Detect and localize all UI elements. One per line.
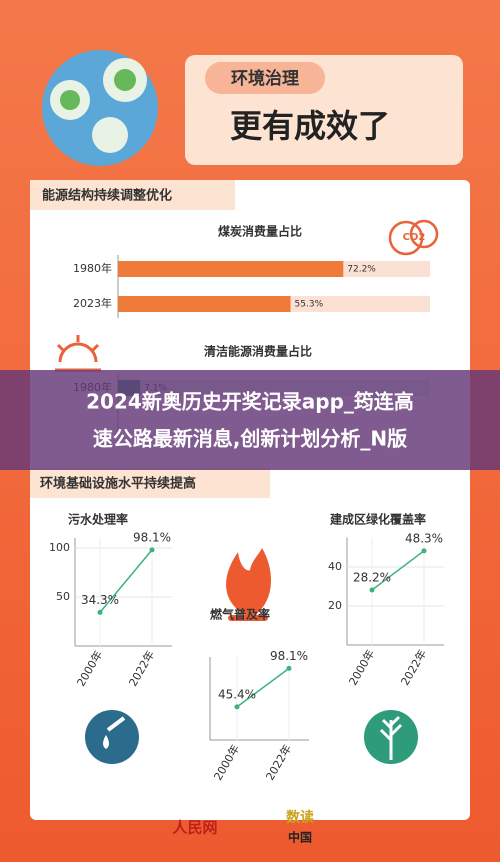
- value-label: 98.1%: [270, 649, 308, 663]
- point: [234, 704, 240, 710]
- value-label: 45.4%: [218, 687, 256, 701]
- line: [99, 549, 153, 613]
- logo-left: 人民网: [172, 819, 217, 837]
- y-tick-label: 20: [328, 599, 342, 612]
- tree-icon: [364, 710, 418, 764]
- card: [30, 180, 470, 820]
- chart-title: 煤炭消费量占比: [218, 224, 302, 239]
- category-label: 2023年: [73, 296, 112, 310]
- value-label: 55.3%: [295, 300, 324, 310]
- category-label: 1980年: [73, 261, 112, 275]
- overlay-text: 2024新奥历史开奖记录app_筠连高: [86, 390, 414, 414]
- kicker: 环境治理: [231, 68, 299, 89]
- value-label: 72.2%: [347, 265, 376, 275]
- value-label: 48.3%: [405, 531, 443, 545]
- section-bar: [30, 468, 270, 498]
- co2-icon: CO2: [388, 219, 439, 256]
- chart-title: 污水处理率: [68, 512, 128, 527]
- chart-title: 燃气普及率: [210, 607, 270, 622]
- value-label: 34.3%: [81, 593, 119, 607]
- y-tick-label: 100: [49, 541, 70, 554]
- bar: [118, 261, 344, 277]
- flame-icon: [226, 548, 272, 621]
- point: [97, 609, 103, 615]
- section-title: 能源结构持续调整优化: [42, 188, 172, 204]
- section-title: 环境基础设施水平持续提高: [40, 476, 196, 492]
- y-tick-label: 40: [328, 560, 342, 573]
- value-label: 98.1%: [133, 530, 171, 544]
- overlay-text: 速公路最新消息,创新计划分析_N版: [93, 427, 407, 451]
- logo-right-top: 数读: [286, 809, 314, 826]
- co2-label: CO2: [403, 232, 426, 243]
- bar: [118, 296, 291, 312]
- water-icon: [85, 710, 139, 764]
- point: [369, 587, 375, 593]
- chart-title: 清洁能源消费量占比: [204, 344, 312, 359]
- header-title: 更有成效了: [230, 107, 390, 145]
- value-label: 28.2%: [353, 571, 391, 585]
- overlay-band: [0, 370, 500, 470]
- point: [421, 548, 427, 554]
- line: [371, 550, 425, 591]
- line: [236, 667, 290, 708]
- kicker-pill: [205, 62, 325, 94]
- chart-title: 建成区绿化覆盖率: [329, 512, 426, 527]
- section-bar: [30, 180, 235, 210]
- point: [149, 547, 155, 553]
- logo-right-bottom: 中国: [288, 830, 312, 845]
- y-tick-label: 50: [56, 590, 70, 603]
- earth-icon: [42, 50, 158, 166]
- point: [286, 665, 292, 671]
